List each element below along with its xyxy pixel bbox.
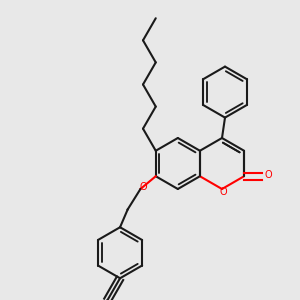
- Text: O: O: [140, 182, 147, 193]
- Text: O: O: [220, 187, 227, 197]
- Text: O: O: [265, 170, 272, 180]
